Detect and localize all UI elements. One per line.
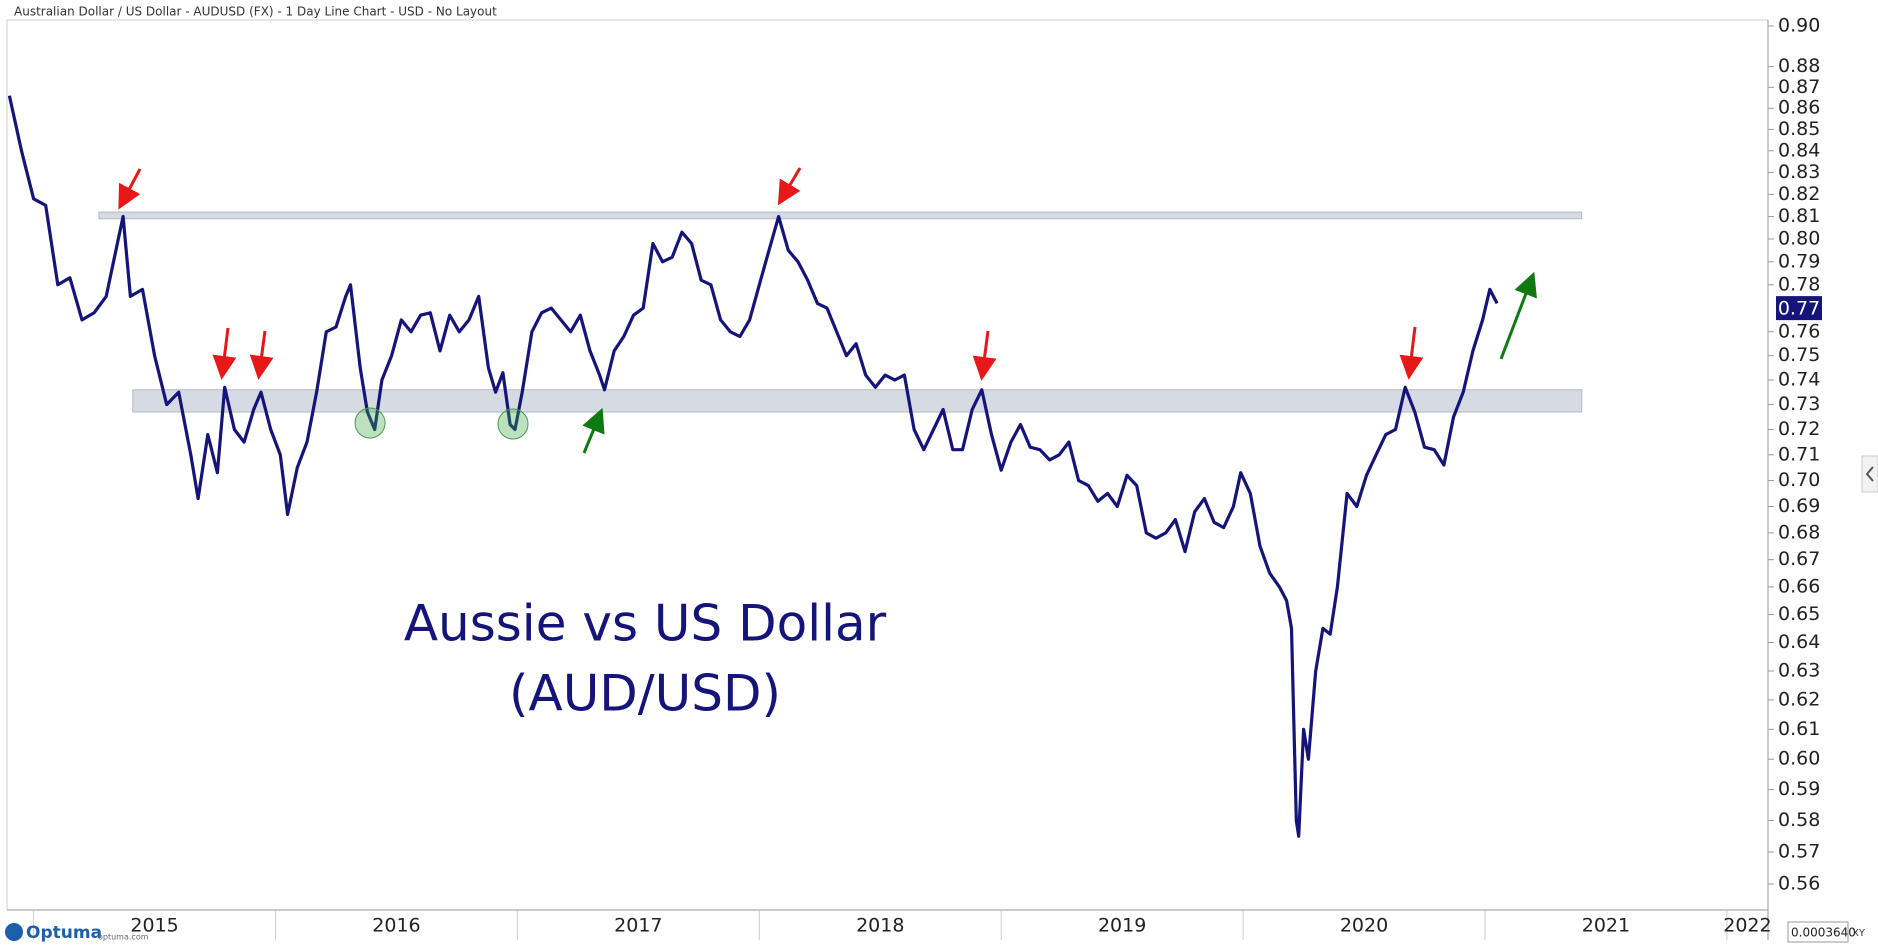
x-tick-label: 2022	[1723, 915, 1771, 937]
highlight-circle	[497, 408, 529, 440]
y-tick-label: 0.79	[1778, 250, 1820, 272]
y-tick-label: 0.72	[1778, 418, 1820, 440]
y-tick-label: 0.75	[1778, 344, 1820, 366]
arrow	[118, 168, 142, 210]
y-tick-label: 0.62	[1778, 688, 1820, 710]
y-tick-label: 0.61	[1778, 718, 1820, 740]
annotation: Aussie vs US Dollar	[404, 595, 887, 653]
y-tick-label: 0.66	[1778, 575, 1820, 597]
y-tick-label: 0.65	[1778, 603, 1820, 625]
arrows-red	[118, 167, 1424, 381]
arrows-green	[582, 271, 1537, 454]
y-tick-label: 0.80	[1778, 228, 1820, 250]
x-tick-label: 2020	[1340, 915, 1388, 937]
band	[98, 211, 1583, 220]
logo: Optuma	[26, 923, 102, 943]
y-tick-label: 0.87	[1778, 76, 1820, 98]
scale-value: 0.0003640	[1791, 926, 1856, 940]
x-tick-label: 2015	[130, 915, 178, 937]
arrow	[972, 330, 997, 381]
y-tick-label: 0.70	[1778, 469, 1820, 491]
x-tick-label: 2016	[372, 915, 420, 937]
chart-title: Australian Dollar / US Dollar - AUDUSD (…	[14, 5, 497, 19]
y-tick-label: 0.88	[1778, 55, 1820, 77]
last-price-label: 0.77	[1778, 298, 1820, 320]
y-tick-label: 0.81	[1778, 205, 1820, 227]
y-tick-label: 0.71	[1778, 443, 1820, 465]
band	[132, 389, 1583, 413]
y-tick-label: 0.84	[1778, 139, 1820, 161]
x-tick-label: 2019	[1098, 915, 1146, 937]
logo-icon	[5, 923, 23, 941]
y-tick-label: 0.73	[1778, 393, 1820, 415]
y-tick-label: 0.58	[1778, 809, 1820, 831]
arrow	[212, 327, 237, 380]
y-tick-label: 0.85	[1778, 118, 1820, 140]
scale-box[interactable]	[1787, 921, 1849, 943]
highlight-circle	[354, 407, 386, 439]
x-tick-label: 2018	[856, 915, 904, 937]
y-tick-label: 0.82	[1778, 183, 1820, 205]
y-tick-label: 0.69	[1778, 495, 1820, 517]
arrow	[777, 167, 802, 206]
price-line	[7, 95, 1499, 838]
y-tick-label: 0.86	[1778, 97, 1820, 119]
annotation: (AUD/USD)	[509, 665, 781, 723]
plot-area	[6, 19, 1769, 911]
arrow	[249, 330, 274, 380]
y-tick-label: 0.90	[1778, 15, 1820, 37]
y-tick-label: 0.67	[1778, 548, 1820, 570]
side-tab-icon	[1865, 466, 1874, 482]
y-tick-label: 0.59	[1778, 778, 1820, 800]
x-tick-label: 2021	[1582, 915, 1630, 937]
y-tick-label: 0.76	[1778, 320, 1820, 342]
y-tick-label: 0.64	[1778, 631, 1820, 653]
side-tab[interactable]	[1861, 455, 1878, 493]
y-tick-label: 0.68	[1778, 521, 1820, 543]
y-tick-label: 0.78	[1778, 273, 1820, 295]
x-tick-label: 2017	[614, 915, 662, 937]
arrow	[1399, 326, 1424, 380]
y-tick-label: 0.83	[1778, 161, 1820, 183]
last-price-box	[1776, 296, 1822, 321]
y-tick-label: 0.60	[1778, 748, 1820, 770]
xy-toggle[interactable]: XY	[1852, 928, 1866, 939]
arrow	[582, 407, 605, 454]
site: optuma.com	[98, 933, 149, 942]
arrow	[1499, 271, 1537, 360]
y-tick-label: 0.57	[1778, 840, 1820, 862]
y-tick-label: 0.56	[1778, 872, 1820, 894]
y-tick-label: 0.63	[1778, 659, 1820, 681]
y-tick-label: 0.74	[1778, 368, 1820, 390]
